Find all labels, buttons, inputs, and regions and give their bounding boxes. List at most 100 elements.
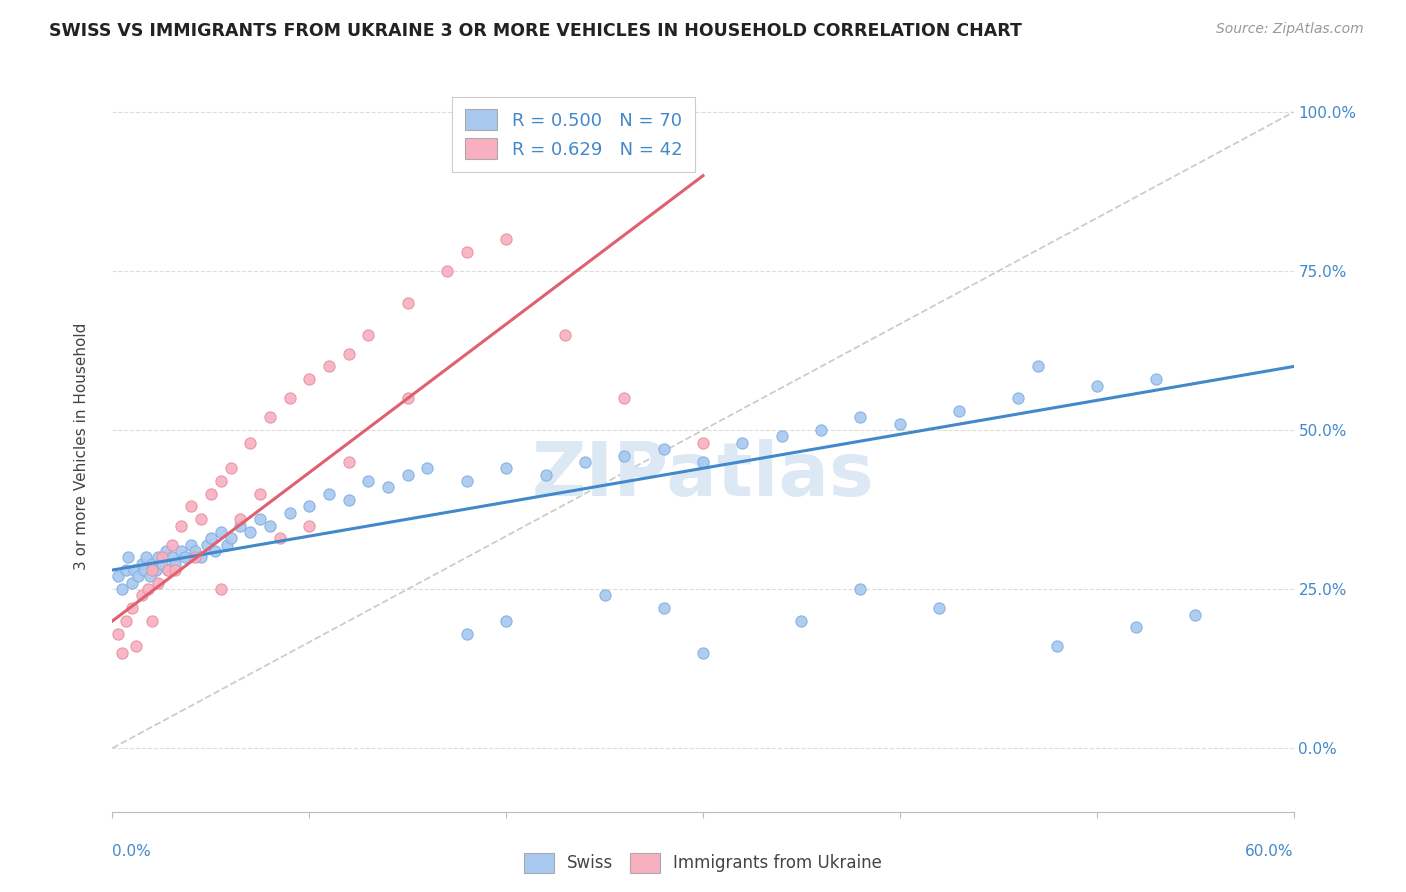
Point xyxy=(125,640,148,654)
Point xyxy=(396,296,419,310)
Point xyxy=(534,467,557,482)
Point xyxy=(1007,392,1029,406)
Legend: Swiss, Immigrants from Ukraine: Swiss, Immigrants from Ukraine xyxy=(517,847,889,880)
Point xyxy=(209,582,232,596)
Point xyxy=(1125,620,1147,634)
Text: Source: ZipAtlas.com: Source: ZipAtlas.com xyxy=(1216,22,1364,37)
Point xyxy=(165,557,187,571)
Point xyxy=(146,550,169,565)
Point xyxy=(652,601,675,615)
Point xyxy=(174,550,197,565)
Point xyxy=(229,518,252,533)
Point xyxy=(770,429,793,443)
Point xyxy=(278,392,301,406)
Text: 60.0%: 60.0% xyxy=(1246,844,1294,859)
Point xyxy=(127,569,149,583)
Point xyxy=(357,474,380,488)
Point xyxy=(298,518,321,533)
Point xyxy=(209,474,232,488)
Point xyxy=(416,461,439,475)
Point xyxy=(200,486,222,500)
Point xyxy=(111,582,134,596)
Point xyxy=(810,423,832,437)
Point xyxy=(456,474,478,488)
Point xyxy=(180,538,202,552)
Point xyxy=(165,563,187,577)
Point xyxy=(318,359,340,374)
Point xyxy=(141,563,163,577)
Point xyxy=(849,410,872,425)
Point xyxy=(731,435,754,450)
Point xyxy=(1144,372,1167,386)
Point xyxy=(1046,640,1069,654)
Point xyxy=(259,410,281,425)
Point xyxy=(1085,378,1108,392)
Point xyxy=(692,435,714,450)
Point xyxy=(337,493,360,508)
Point xyxy=(889,417,911,431)
Point xyxy=(200,531,222,545)
Text: SWISS VS IMMIGRANTS FROM UKRAINE 3 OR MORE VEHICLES IN HOUSEHOLD CORRELATION CHA: SWISS VS IMMIGRANTS FROM UKRAINE 3 OR MO… xyxy=(49,22,1022,40)
Point xyxy=(215,538,238,552)
Point xyxy=(156,563,179,577)
Point xyxy=(180,500,202,514)
Point xyxy=(495,461,517,475)
Legend: R = 0.500   N = 70, R = 0.629   N = 42: R = 0.500 N = 70, R = 0.629 N = 42 xyxy=(453,96,695,172)
Point xyxy=(436,264,458,278)
Point xyxy=(574,455,596,469)
Point xyxy=(692,646,714,660)
Point xyxy=(1184,607,1206,622)
Point xyxy=(195,538,218,552)
Point xyxy=(456,245,478,260)
Point xyxy=(190,512,212,526)
Point xyxy=(141,614,163,628)
Point xyxy=(141,557,163,571)
Point xyxy=(593,589,616,603)
Point xyxy=(298,372,321,386)
Point xyxy=(219,531,242,545)
Point xyxy=(184,544,207,558)
Point xyxy=(136,582,159,596)
Point xyxy=(249,486,271,500)
Point xyxy=(259,518,281,533)
Point xyxy=(849,582,872,596)
Text: 0.0%: 0.0% xyxy=(112,844,152,859)
Text: ZIPatlas: ZIPatlas xyxy=(531,439,875,512)
Point xyxy=(107,626,129,640)
Point xyxy=(145,563,167,577)
Point xyxy=(146,575,169,590)
Point xyxy=(156,563,179,577)
Point xyxy=(115,563,138,577)
Point xyxy=(790,614,813,628)
Y-axis label: 3 or more Vehicles in Household: 3 or more Vehicles in Household xyxy=(75,322,89,570)
Point xyxy=(554,327,576,342)
Point xyxy=(229,512,252,526)
Point xyxy=(396,467,419,482)
Point xyxy=(613,449,636,463)
Point xyxy=(249,512,271,526)
Point xyxy=(948,404,970,418)
Point xyxy=(269,531,291,545)
Point xyxy=(107,569,129,583)
Point xyxy=(170,518,193,533)
Point xyxy=(150,557,173,571)
Point xyxy=(131,557,153,571)
Point xyxy=(121,575,143,590)
Point xyxy=(160,550,183,565)
Point xyxy=(278,506,301,520)
Point xyxy=(115,614,138,628)
Point xyxy=(1026,359,1049,374)
Point xyxy=(131,589,153,603)
Point xyxy=(692,455,714,469)
Point xyxy=(219,461,242,475)
Point xyxy=(209,524,232,539)
Point xyxy=(139,569,162,583)
Point xyxy=(928,601,950,615)
Point xyxy=(150,550,173,565)
Point xyxy=(613,392,636,406)
Point xyxy=(495,614,517,628)
Point xyxy=(111,646,134,660)
Point xyxy=(337,347,360,361)
Point xyxy=(377,480,399,494)
Point xyxy=(204,544,226,558)
